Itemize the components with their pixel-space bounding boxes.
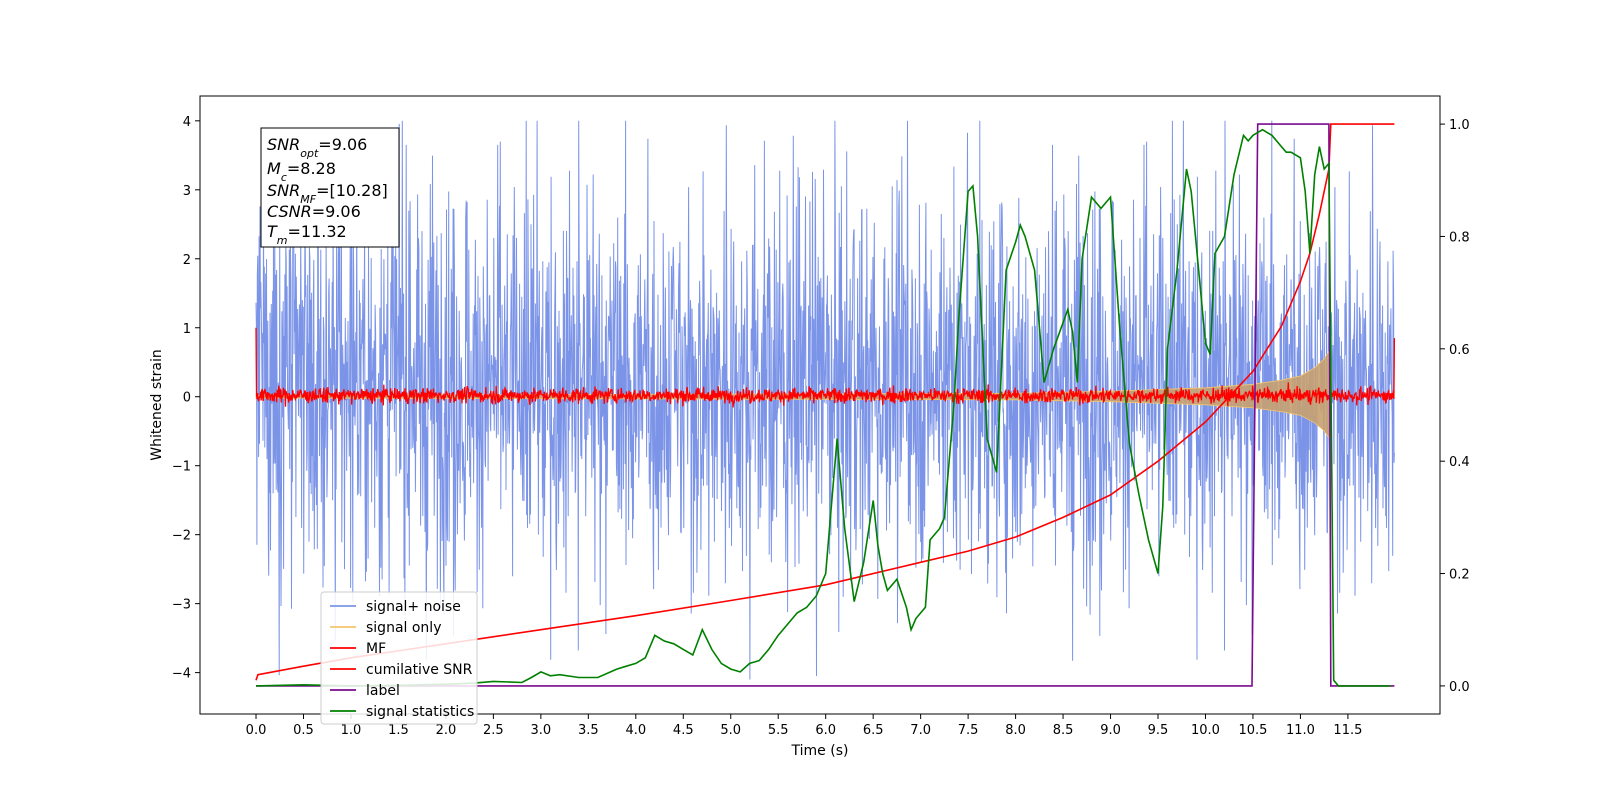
x-tick-label: 11.0 bbox=[1286, 723, 1315, 738]
x-tick-label: 10.0 bbox=[1191, 723, 1220, 738]
y2-tick-label: 0.6 bbox=[1449, 343, 1470, 358]
y-tick-label: 4 bbox=[183, 115, 191, 130]
legend-label: signal+ noise bbox=[366, 599, 461, 615]
annotation-csnr: CSNR=9.06 bbox=[267, 202, 361, 221]
x-tick-label: 11.5 bbox=[1333, 723, 1362, 738]
y2-tick-label: 0.4 bbox=[1449, 455, 1470, 470]
x-tick-label: 0.0 bbox=[246, 723, 267, 738]
annotation-snr-mf: SNRMF=[10.28] bbox=[267, 181, 388, 206]
annotation-box: SNRopt=9.06 Mc=8.28 SNRMF=[10.28] CSNR=9… bbox=[260, 127, 400, 248]
legend-label: label bbox=[366, 683, 400, 699]
signal-statistics-series-line bbox=[255, 128, 1391, 687]
y-tick-label: −3 bbox=[172, 598, 191, 613]
legend-label: signal only bbox=[366, 620, 441, 636]
annotation-tm: Tm=11.32 bbox=[267, 222, 347, 247]
x-tick-label: 7.0 bbox=[910, 723, 931, 738]
x-tick-label: 0.5 bbox=[293, 723, 314, 738]
x-tick-label: 9.5 bbox=[1148, 723, 1169, 738]
y-axis-label: Whitened strain bbox=[149, 349, 165, 460]
x-tick-label: 4.0 bbox=[625, 723, 646, 738]
y-tick-label: 1 bbox=[183, 322, 191, 337]
x-tick-label: 5.0 bbox=[720, 723, 741, 738]
signal-noise-series-line bbox=[255, 120, 1395, 680]
y-tick-label: 3 bbox=[183, 184, 191, 199]
y-tick-label: −1 bbox=[172, 460, 191, 475]
y-tick-label: 0 bbox=[183, 391, 191, 406]
y-tick-label: −4 bbox=[172, 667, 191, 682]
y2-tick-label: 0.0 bbox=[1449, 680, 1470, 695]
y2-tick-label: 0.2 bbox=[1449, 568, 1470, 583]
y2-tick-label: 0.8 bbox=[1449, 230, 1470, 245]
y2-tick-label: 1.0 bbox=[1449, 118, 1470, 133]
x-tick-label: 2.5 bbox=[483, 723, 504, 738]
x-tick-label: 10.5 bbox=[1238, 723, 1267, 738]
y-tick-label: −2 bbox=[172, 529, 191, 544]
x-tick-label: 8.5 bbox=[1053, 723, 1074, 738]
legend-label: signal statistics bbox=[366, 704, 474, 720]
x-tick-label: 6.0 bbox=[815, 723, 836, 738]
x-tick-label: 1.5 bbox=[388, 723, 409, 738]
x-tick-label: 3.0 bbox=[531, 723, 552, 738]
x-tick-label: 9.0 bbox=[1100, 723, 1121, 738]
annotation-mc: Mc=8.28 bbox=[267, 159, 336, 184]
x-tick-label: 2.0 bbox=[436, 723, 457, 738]
annotation-snr-opt: SNRopt=9.06 bbox=[267, 135, 367, 160]
y-tick-label: 2 bbox=[183, 253, 191, 268]
legend-label: cumilative SNR bbox=[366, 662, 473, 678]
x-axis-ticks: 0.0 0.5 1.0 1.5 2.0 2.5 3.0 3.5 4.0 4.5 5.0 5.5 6.0 6… bbox=[246, 714, 1362, 738]
y-axis-ticks: 4 3 2 1 0 −1 −2 −3 −4 bbox=[172, 115, 200, 682]
x-tick-label: 8.0 bbox=[1005, 723, 1026, 738]
x-tick-label: 3.5 bbox=[578, 723, 599, 738]
mf-series-line bbox=[255, 327, 1396, 408]
x-tick-label: 4.5 bbox=[673, 723, 694, 738]
x-tick-label: 7.5 bbox=[958, 723, 979, 738]
legend: signal+ noise signal only MF cumilative SNR… bbox=[320, 591, 478, 725]
x-tick-label: 5.5 bbox=[768, 723, 789, 738]
x-tick-label: 6.5 bbox=[863, 723, 884, 738]
legend-label: MF bbox=[366, 641, 386, 657]
plot-frame bbox=[199, 95, 1441, 715]
x-axis-label: Time (s) bbox=[791, 743, 849, 759]
secondary-y-axis-ticks: 1.0 0.8 0.6 0.4 0.2 0.0 bbox=[1440, 118, 1470, 695]
x-tick-label: 1.0 bbox=[341, 723, 362, 738]
